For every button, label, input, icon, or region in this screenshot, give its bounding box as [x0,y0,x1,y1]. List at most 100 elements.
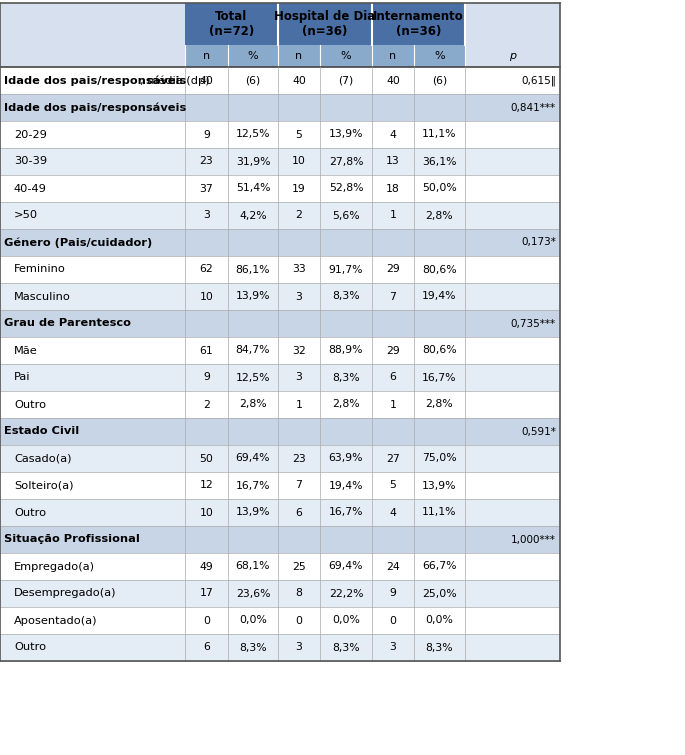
Bar [0,472,560,499]
Text: 6: 6 [390,372,397,383]
Bar [0,499,560,526]
Text: 2,8%: 2,8% [425,211,453,220]
Text: 29: 29 [386,346,400,356]
Text: Internamento
(n=36): Internamento (n=36) [373,10,464,38]
Text: 4,2%: 4,2% [239,211,267,220]
Text: 27,8%: 27,8% [329,156,363,167]
Text: (6): (6) [245,76,260,85]
Text: 1: 1 [295,399,303,409]
Text: 75,0%: 75,0% [422,454,457,464]
Text: Estado Civil: Estado Civil [4,427,79,436]
Text: n: n [203,51,210,61]
Text: 0: 0 [390,615,397,625]
Text: Mãe: Mãe [14,346,38,356]
Text: 4: 4 [390,130,397,140]
Text: 2,8%: 2,8% [239,399,267,409]
Bar [0,526,560,553]
Text: 9: 9 [203,372,210,383]
Text: 88,9%: 88,9% [329,346,363,356]
Text: %: % [340,51,351,61]
Bar [0,202,560,229]
Text: 8,3%: 8,3% [332,291,360,301]
Text: 13: 13 [386,156,400,167]
Text: (7): (7) [338,76,353,85]
Text: 16,7%: 16,7% [236,480,271,491]
Bar [0,553,560,580]
Text: 80,6%: 80,6% [422,264,457,275]
Text: 6: 6 [203,643,210,652]
Bar [185,3,278,45]
Text: Situação Profissional: Situação Profissional [4,535,140,544]
Text: 69,4%: 69,4% [236,454,271,464]
Text: %: % [434,51,445,61]
Text: Outro: Outro [14,643,46,652]
Text: 3: 3 [295,372,303,383]
Text: 4: 4 [390,507,397,517]
Bar [465,3,560,45]
Text: 12,5%: 12,5% [236,130,271,140]
Bar [0,445,560,472]
Text: 25: 25 [292,562,306,572]
Text: 33: 33 [292,264,306,275]
Text: Total
(n=72): Total (n=72) [209,10,254,38]
Text: 0,591*: 0,591* [521,427,556,436]
Bar [0,418,560,445]
Bar [0,634,560,661]
Text: 3: 3 [295,291,303,301]
Text: 1: 1 [390,211,397,220]
Text: 0,0%: 0,0% [425,615,453,625]
Text: 2,8%: 2,8% [425,399,453,409]
Bar [278,3,372,45]
Text: 24: 24 [386,562,400,572]
Text: 9: 9 [203,130,210,140]
Text: 12,5%: 12,5% [236,372,271,383]
Text: Idade dos pais/responsáveis: Idade dos pais/responsáveis [4,76,186,86]
Text: Género (Pais/cuidador): Género (Pais/cuidador) [4,237,152,248]
Bar [0,94,560,121]
Text: %: % [248,51,258,61]
Bar [0,256,560,283]
Text: 0,173*: 0,173* [521,238,556,248]
Text: 50: 50 [199,454,214,464]
Text: 7: 7 [390,291,397,301]
Bar [0,45,560,67]
Text: 17: 17 [199,588,213,599]
Text: Feminino: Feminino [14,264,66,275]
Text: 1,000***: 1,000*** [511,535,556,544]
Text: 0,0%: 0,0% [239,615,267,625]
Text: 66,7%: 66,7% [422,562,457,572]
Text: 84,7%: 84,7% [236,346,271,356]
Text: 18: 18 [386,183,400,193]
Bar [185,45,465,67]
Bar [0,337,560,364]
Text: 25,0%: 25,0% [422,588,457,599]
Text: 0,735***: 0,735*** [511,319,556,328]
Text: 13,9%: 13,9% [422,480,457,491]
Text: 0,615‖: 0,615‖ [521,76,556,86]
Text: 1: 1 [390,399,397,409]
Bar [0,580,560,607]
Text: 3: 3 [390,643,397,652]
Text: Hospital de Dia
(n=36): Hospital de Dia (n=36) [275,10,375,38]
Text: 0: 0 [295,615,303,625]
Text: 80,6%: 80,6% [422,346,457,356]
Text: 30-39: 30-39 [14,156,47,167]
Text: 49: 49 [199,562,213,572]
Text: 51,4%: 51,4% [236,183,271,193]
Bar [0,310,560,337]
Bar [372,3,465,45]
Text: 0,0%: 0,0% [332,615,360,625]
Text: 91,7%: 91,7% [329,264,363,275]
Text: (6): (6) [432,76,447,85]
Text: Grau de Parentesco: Grau de Parentesco [4,319,131,328]
Text: 8: 8 [295,588,303,599]
Text: n: n [390,51,397,61]
Text: , média (dp): , média (dp) [140,76,210,86]
Text: 40: 40 [292,76,306,85]
Text: 62: 62 [199,264,213,275]
Bar [0,121,560,148]
Text: 13,9%: 13,9% [329,130,363,140]
Text: 31,9%: 31,9% [236,156,271,167]
Text: 19,4%: 19,4% [422,291,457,301]
Bar [0,391,560,418]
